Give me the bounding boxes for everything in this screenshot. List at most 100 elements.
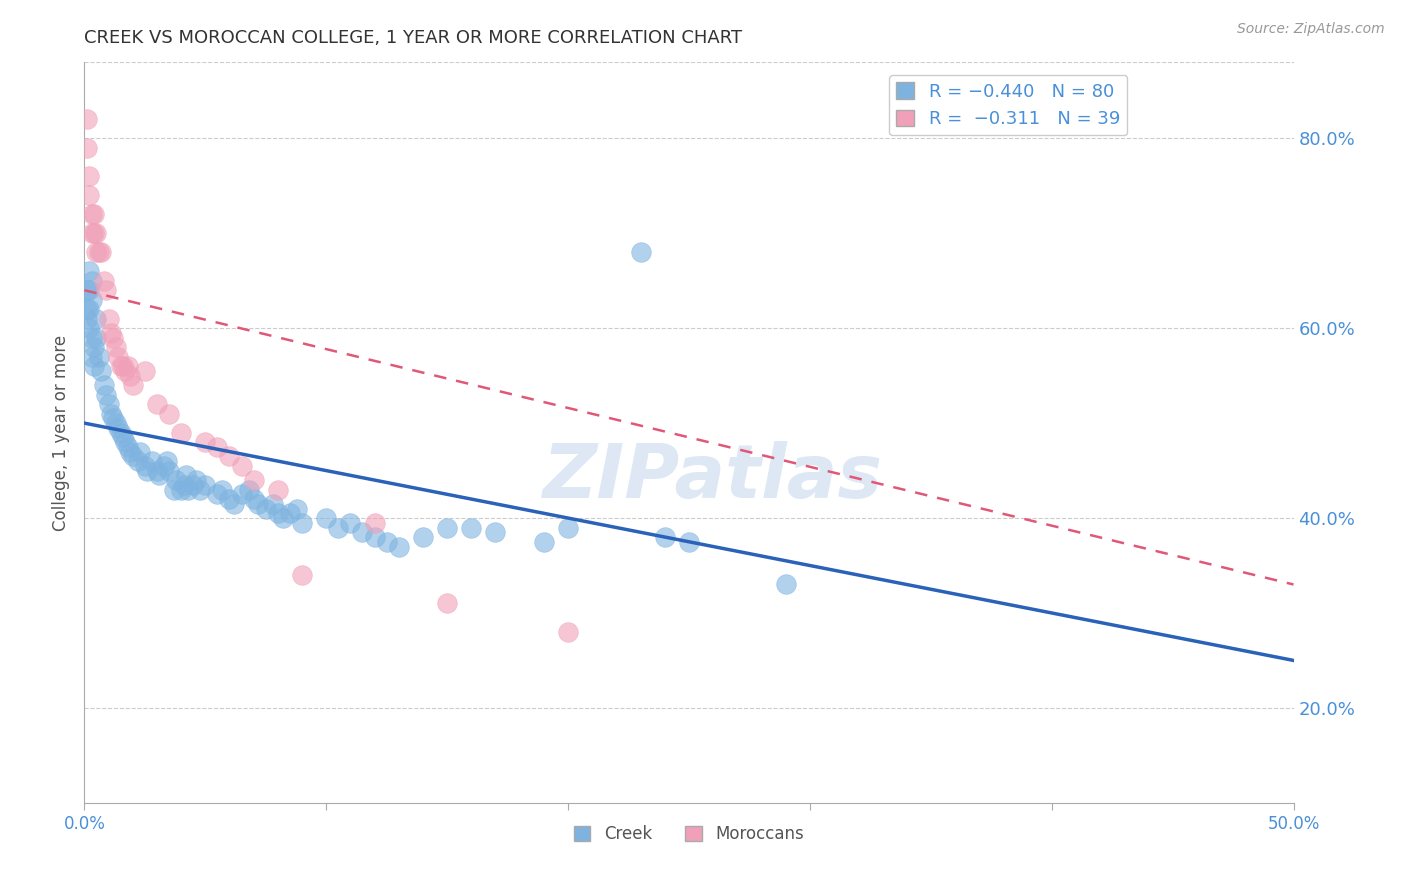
Point <box>242 473 264 487</box>
Point <box>678 534 700 549</box>
Point <box>76 141 98 155</box>
Point <box>231 458 253 473</box>
Point <box>157 407 180 421</box>
Point <box>87 245 110 260</box>
Point <box>86 227 108 241</box>
Point <box>146 464 169 478</box>
Point <box>363 516 385 530</box>
Text: CREEK VS MOROCCAN COLLEGE, 1 YEAR OR MORE CORRELATION CHART: CREEK VS MOROCCAN COLLEGE, 1 YEAR OR MOR… <box>84 29 742 47</box>
Point <box>136 464 159 478</box>
Point <box>291 568 314 582</box>
Point <box>80 274 103 288</box>
Point <box>83 359 105 374</box>
Point <box>76 302 98 317</box>
Point <box>155 454 177 468</box>
Point <box>77 321 100 335</box>
Point <box>104 416 127 430</box>
Text: ZIPatlas: ZIPatlas <box>543 441 883 514</box>
Point <box>242 491 264 506</box>
Y-axis label: College, 1 year or more: College, 1 year or more <box>52 334 70 531</box>
Point <box>93 274 115 288</box>
Point <box>267 506 290 520</box>
Point <box>77 169 100 184</box>
Point <box>630 245 652 260</box>
Point <box>194 478 217 492</box>
Point <box>77 188 100 202</box>
Point <box>262 497 284 511</box>
Point <box>460 520 482 534</box>
Point <box>103 411 125 425</box>
Point <box>87 350 110 364</box>
Point <box>363 530 385 544</box>
Point <box>94 387 117 401</box>
Point <box>412 530 434 544</box>
Point <box>170 425 193 440</box>
Point <box>76 283 98 297</box>
Point <box>484 525 506 540</box>
Point <box>557 520 579 534</box>
Point <box>184 473 207 487</box>
Point <box>120 368 142 383</box>
Point <box>218 491 240 506</box>
Point <box>104 340 127 354</box>
Point <box>83 340 105 354</box>
Point <box>146 397 169 411</box>
Point <box>174 468 197 483</box>
Point <box>114 435 136 450</box>
Point <box>114 364 136 378</box>
Point <box>83 227 105 241</box>
Point <box>177 483 200 497</box>
Point <box>121 450 143 464</box>
Point <box>163 483 186 497</box>
Point <box>238 483 260 497</box>
Point <box>121 378 143 392</box>
Point <box>103 331 125 345</box>
Point <box>224 497 246 511</box>
Point <box>77 302 100 317</box>
Point <box>86 331 108 345</box>
Point <box>254 501 277 516</box>
Point <box>148 468 170 483</box>
Point <box>97 311 120 326</box>
Point <box>207 487 229 501</box>
Point <box>80 207 103 221</box>
Point <box>100 407 122 421</box>
Point <box>77 283 100 297</box>
Point <box>190 483 212 497</box>
Point <box>90 245 112 260</box>
Point <box>127 454 149 468</box>
Point <box>247 497 270 511</box>
Point <box>76 311 98 326</box>
Point <box>211 483 233 497</box>
Point <box>107 350 129 364</box>
Point <box>775 577 797 591</box>
Point <box>141 454 163 468</box>
Point <box>134 364 156 378</box>
Point <box>315 511 337 525</box>
Point <box>129 444 152 458</box>
Point <box>80 293 103 307</box>
Point <box>267 483 290 497</box>
Point <box>94 283 117 297</box>
Point <box>100 326 122 340</box>
Point <box>328 520 350 534</box>
Point <box>120 444 142 458</box>
Point <box>80 331 103 345</box>
Point <box>352 525 374 540</box>
Point <box>436 597 458 611</box>
Point <box>654 530 676 544</box>
Text: Source: ZipAtlas.com: Source: ZipAtlas.com <box>1237 22 1385 37</box>
Point <box>165 473 187 487</box>
Point <box>339 516 361 530</box>
Point <box>181 478 204 492</box>
Point <box>170 483 193 497</box>
Point <box>271 511 294 525</box>
Point <box>112 430 135 444</box>
Point <box>80 350 103 364</box>
Point <box>194 435 217 450</box>
Point <box>134 458 156 473</box>
Point <box>436 520 458 534</box>
Point <box>90 364 112 378</box>
Point <box>107 421 129 435</box>
Point <box>533 534 555 549</box>
